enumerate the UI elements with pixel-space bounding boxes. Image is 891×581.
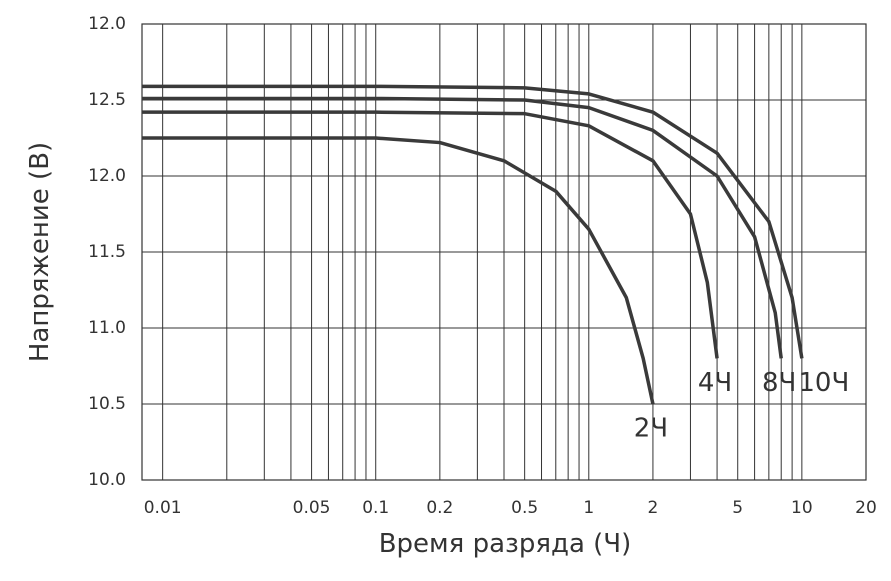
line-series xyxy=(142,110,719,359)
x-tick-label: 0.2 xyxy=(426,498,453,518)
line-series xyxy=(142,84,804,359)
x-tick-label: 20 xyxy=(855,498,877,518)
curve-label: 8Ч xyxy=(762,368,796,398)
curve-label: 4Ч xyxy=(698,368,732,398)
y-tick-label: 12.0 xyxy=(88,166,126,186)
x-tick-label: 5 xyxy=(732,498,743,518)
x-tick-label: 0.01 xyxy=(144,498,182,518)
x-axis-label: Время разряда (Ч) xyxy=(379,529,632,559)
curve-label: 2Ч xyxy=(634,414,668,444)
y-tick-label: 10.0 xyxy=(88,470,126,490)
y-tick-label: 11.0 xyxy=(88,318,126,338)
y-tick-label: 11.5 xyxy=(88,242,126,262)
x-tick-label: 0.1 xyxy=(362,498,389,518)
x-tick-label: 10 xyxy=(791,498,813,518)
y-tick-label: 12.0 xyxy=(88,14,126,34)
y-tick-label: 10.5 xyxy=(88,394,126,414)
y-tick-label: 12.5 xyxy=(88,90,126,110)
x-tick-label: 2 xyxy=(648,498,659,518)
x-tick-label: 0.05 xyxy=(293,498,331,518)
line-series xyxy=(142,136,655,405)
x-tick-label: 0.5 xyxy=(511,498,538,518)
line-series xyxy=(142,96,783,359)
y-axis-label: Напряжение (В) xyxy=(25,142,55,362)
curve-label: 10Ч xyxy=(798,368,849,398)
x-tick-label: 1 xyxy=(583,498,594,518)
